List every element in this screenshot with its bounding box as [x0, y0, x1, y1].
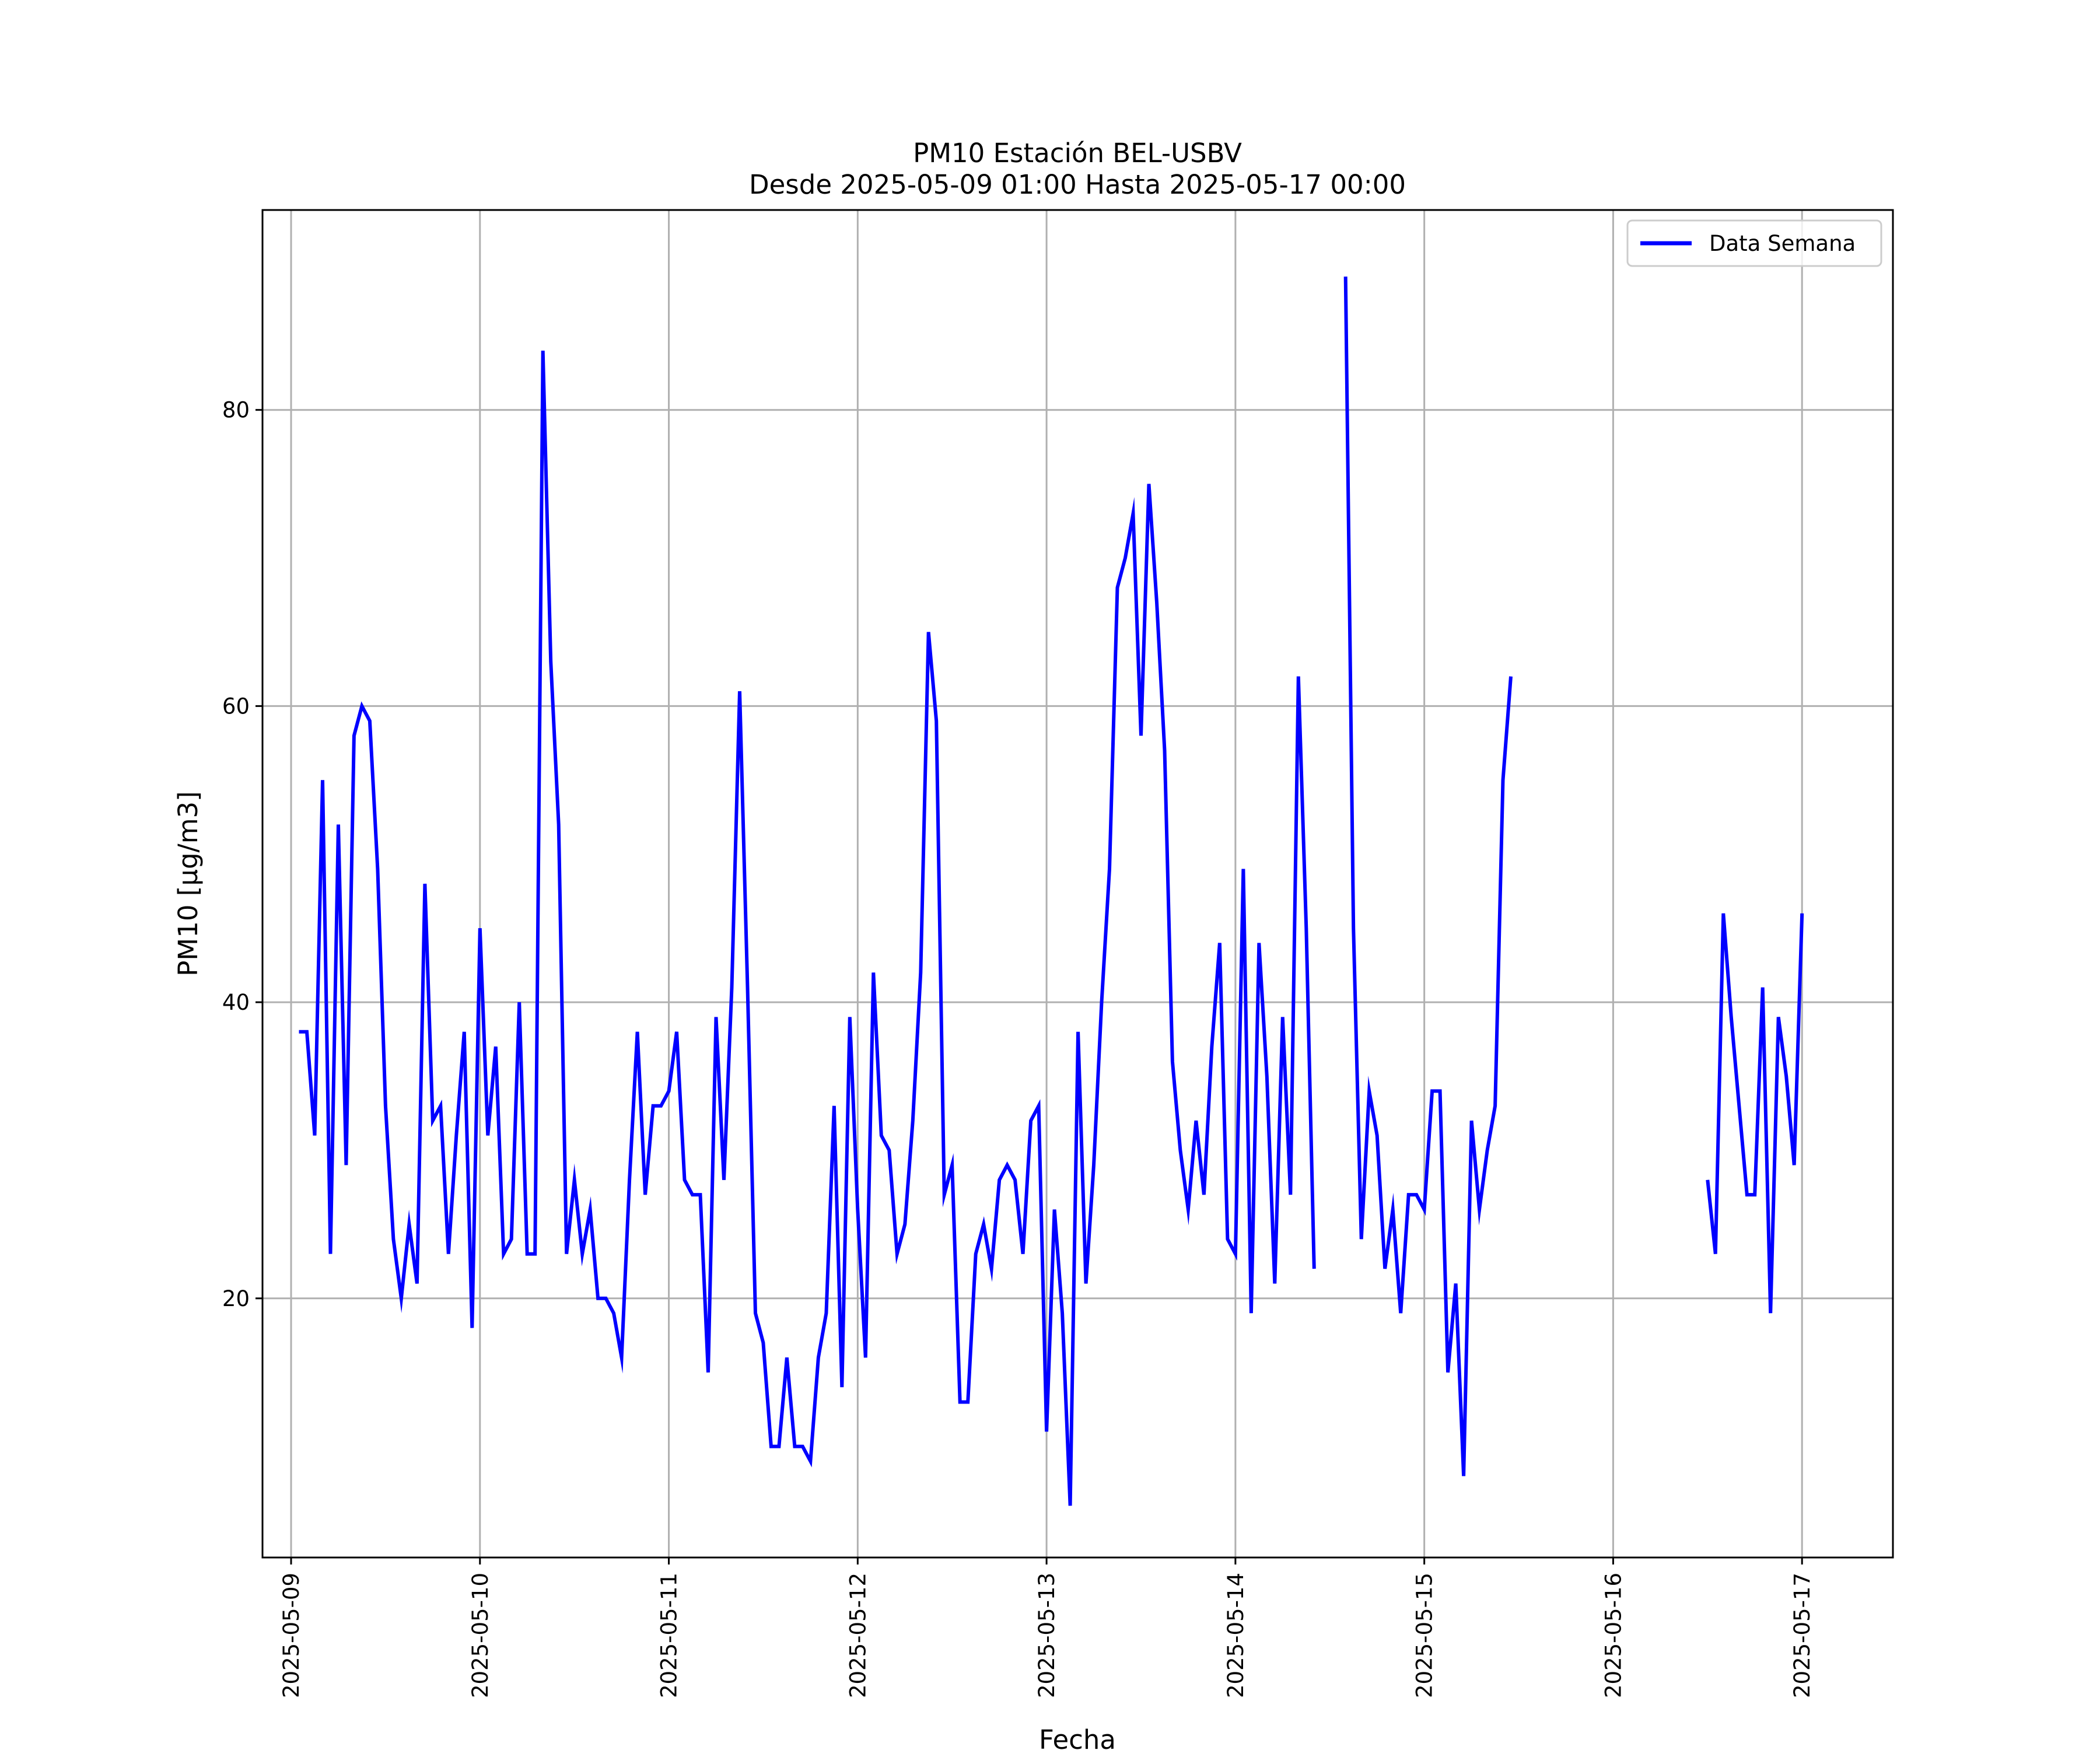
legend-label: Data Semana: [1709, 231, 1856, 256]
x-tick-label: 2025-05-13: [1034, 1573, 1059, 1698]
y-axis-ticks: 20 40 60 80: [222, 398, 262, 1311]
x-axis-ticks: 2025-05-09 2025-05-10 2025-05-11 2025-05-12…: [279, 1558, 1815, 1698]
x-tick-label: 2025-05-11: [657, 1573, 682, 1698]
data-series: [299, 276, 1804, 1506]
x-tick-label: 2025-05-09: [279, 1573, 304, 1698]
grid-lines: [262, 210, 1893, 1558]
series-line-data-semana: [299, 276, 1804, 1506]
y-axis-label: PM10 [μg/m3]: [173, 791, 204, 976]
x-tick-label: 2025-05-10: [468, 1573, 493, 1698]
y-tick-label: 60: [222, 694, 250, 719]
x-tick-label: 2025-05-15: [1412, 1573, 1437, 1698]
legend: Data Semana: [1626, 219, 1882, 267]
x-tick-label: 2025-05-16: [1601, 1573, 1626, 1698]
x-axis-label: Fecha: [1039, 1724, 1116, 1750]
y-tick-label: 40: [222, 990, 250, 1015]
x-tick-label: 2025-05-14: [1223, 1573, 1248, 1698]
chart-subtitle: Desde 2025-05-09 01:00 Hasta 2025-05-17 …: [749, 169, 1406, 200]
y-tick-label: 20: [222, 1286, 250, 1311]
x-tick-label: 2025-05-12: [845, 1573, 870, 1698]
x-tick-label: 2025-05-17: [1790, 1573, 1815, 1698]
y-tick-label: 80: [222, 398, 250, 423]
chart-title: PM10 Estación BEL-USBV: [913, 138, 1242, 169]
plot-area-frame: [261, 209, 1894, 1559]
legend-box: [1626, 219, 1882, 267]
